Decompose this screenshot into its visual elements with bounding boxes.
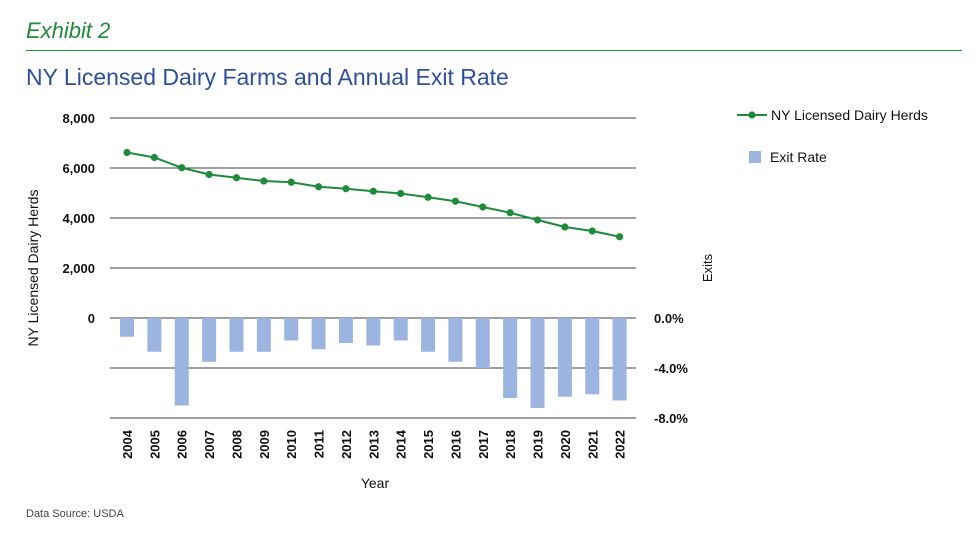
herds-line-point (424, 193, 432, 201)
herds-line-point (397, 189, 405, 198)
exit-rate-bar (612, 318, 627, 401)
x-tick-label: 2007 (202, 430, 217, 459)
y-axis-label-right: Exits (700, 253, 715, 282)
left-tick-label: 0 (88, 311, 95, 326)
x-tick-label: 2010 (284, 430, 299, 459)
exit-rate-bar (530, 318, 545, 408)
exit-rate-bar (421, 318, 436, 352)
exit-rate-bar (503, 318, 518, 398)
exit-rate-bar (229, 318, 244, 352)
x-tick-label: 2004 (120, 429, 135, 459)
exhibit-label: Exhibit 2 (26, 18, 111, 43)
herds-line-point (342, 185, 350, 193)
x-tick-label: 2008 (229, 430, 244, 459)
exit-rate-bar (585, 318, 600, 395)
x-tick-label: 2011 (312, 430, 327, 458)
left-tick-label: 2,000 (62, 261, 95, 276)
x-tick-label: 2009 (257, 430, 272, 459)
legend-label-exit-rate: Exit Rate (770, 149, 827, 165)
right-tick-label: 0.0% (654, 311, 684, 326)
x-tick-label: 2018 (503, 430, 518, 459)
herds-line-point (506, 209, 514, 217)
exit-rate-bar (147, 318, 162, 352)
herds-line-point (150, 153, 158, 162)
legend-label-herds: NY Licensed Dairy Herds (771, 107, 928, 123)
x-tick-label: 2015 (421, 430, 436, 459)
herds-line-point (588, 227, 596, 235)
exit-rate-bar (448, 318, 463, 362)
exit-rate-bar (475, 318, 490, 368)
exit-rate-bar (256, 318, 271, 352)
legend: NY Licensed Dairy Herds Exit Rate (737, 107, 928, 165)
herds-line-point (260, 177, 268, 185)
chart-title: NY Licensed Dairy Farms and Annual Exit … (26, 64, 509, 90)
legend-bar-swatch (749, 151, 761, 163)
legend-line-marker (748, 111, 756, 119)
gridlines (110, 117, 636, 419)
left-tick-label: 8,000 (62, 111, 95, 126)
x-tick-label: 2014 (394, 429, 409, 459)
exit-rate-bar (202, 318, 217, 362)
herds-line-point (205, 170, 213, 179)
exit-rate-bar (174, 318, 189, 406)
herds-line (123, 148, 624, 241)
data-source-note: Data Source: USDA (26, 508, 124, 520)
herds-line-point (616, 233, 624, 241)
herds-line-point (123, 148, 131, 157)
exit-rate-bars (120, 318, 627, 408)
left-tick-label: 4,000 (62, 211, 95, 226)
herds-line-point (451, 197, 460, 205)
herds-line-point (287, 178, 295, 186)
x-tick-label: 2021 (585, 430, 600, 459)
exit-rate-bar (284, 318, 299, 341)
herds-line-point (232, 174, 241, 182)
x-tick-label: 2022 (613, 430, 628, 459)
x-tick-label: 2012 (339, 430, 354, 459)
exit-rate-bar (338, 318, 353, 343)
x-tick-label: 2017 (476, 430, 491, 459)
x-tick-label: 2013 (366, 430, 381, 459)
right-tick-label: -8.0% (654, 411, 688, 426)
exit-rate-bar (311, 318, 326, 350)
x-tick-label: 2019 (531, 430, 546, 459)
header-divider (26, 50, 962, 51)
right-tick-label: -4.0% (654, 361, 688, 376)
herds-line-point (178, 164, 186, 172)
exit-rate-bar (366, 318, 381, 346)
x-tick-label: 2020 (558, 430, 573, 459)
herds-line-point (561, 223, 569, 231)
exit-rate-bar (393, 318, 408, 341)
herds-line-point (479, 203, 487, 211)
y-axis-label-left: NY Licensed Dairy Herds (25, 190, 41, 347)
x-tick-label: 2005 (147, 430, 162, 459)
left-tick-label: 6,000 (62, 161, 95, 176)
x-tick-label: 2006 (175, 430, 190, 459)
herds-line-point (369, 187, 377, 195)
herds-line-point (314, 183, 323, 191)
tick-labels: 8,000 6,000 4,000 2,000 0 0.0% -4.0% -8.0% 2004 2… (62, 111, 688, 459)
x-axis-label: Year (361, 475, 390, 491)
herds-line-point (533, 216, 542, 224)
x-tick-label: 2016 (448, 430, 463, 459)
exit-rate-bar (557, 318, 572, 397)
exit-rate-bar (120, 318, 134, 337)
